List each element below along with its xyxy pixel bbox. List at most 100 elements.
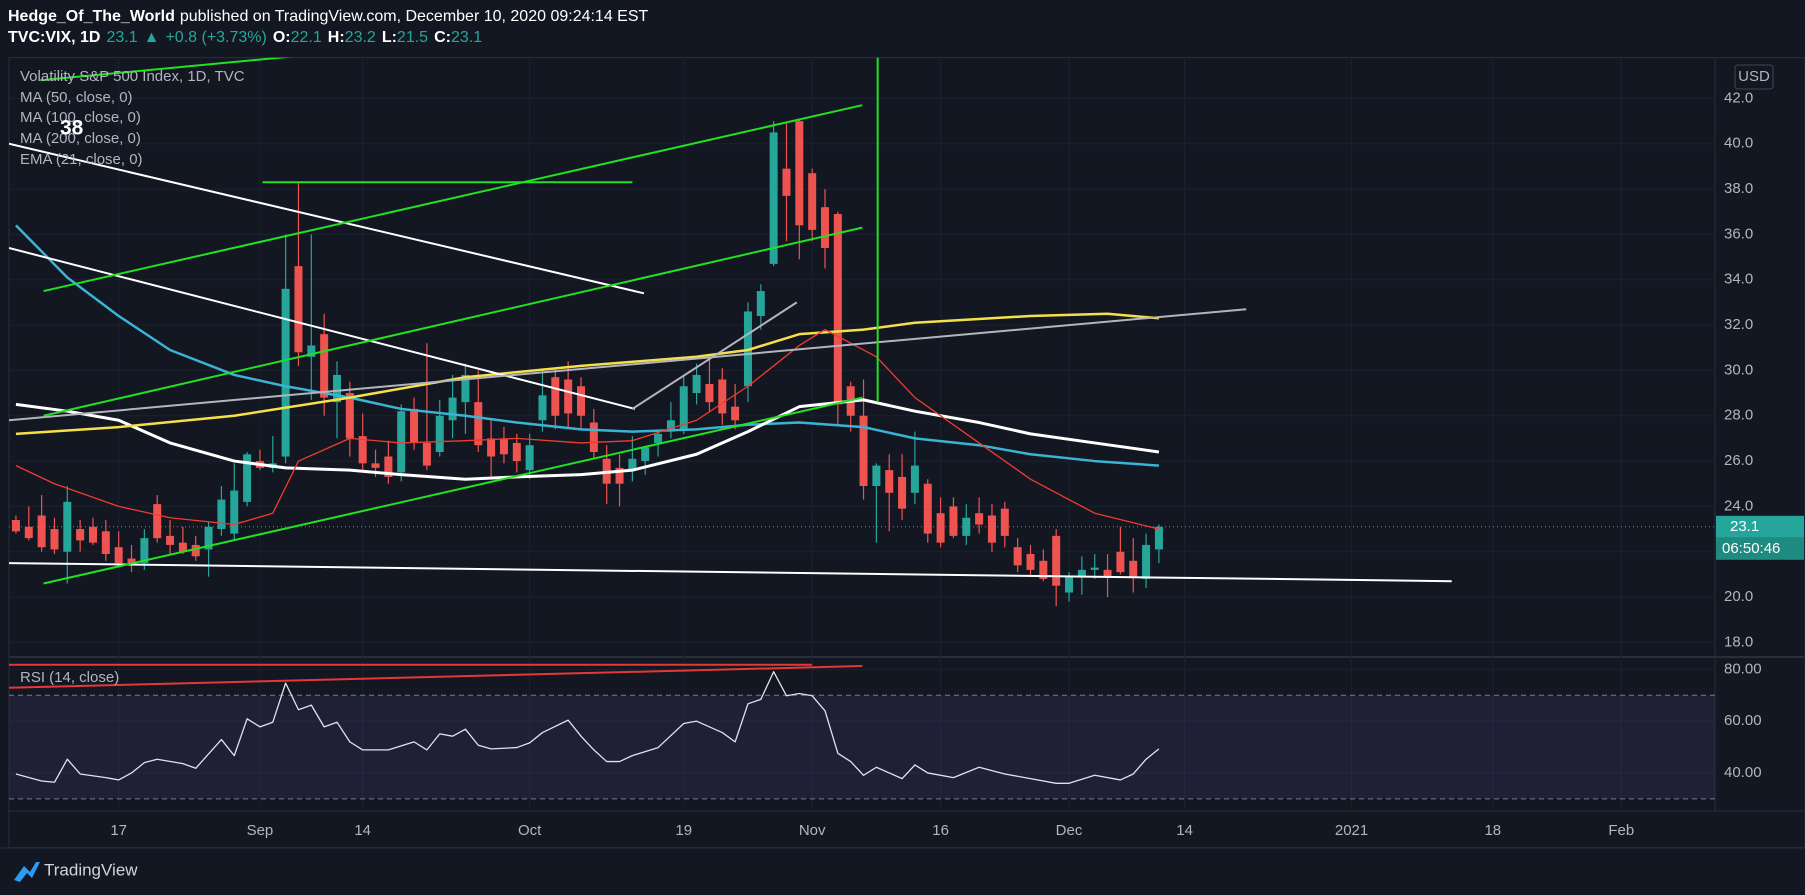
candle-body bbox=[1026, 554, 1035, 570]
candle-body bbox=[37, 515, 46, 548]
trendline bbox=[40, 57, 292, 82]
candle-body bbox=[448, 397, 457, 421]
candle-body bbox=[666, 420, 675, 432]
candle-body bbox=[1103, 569, 1112, 577]
x-tick-label: 14 bbox=[354, 822, 371, 839]
candle-body bbox=[551, 377, 560, 416]
rsi-band bbox=[9, 695, 1715, 799]
candle-body bbox=[217, 499, 226, 530]
quote-item: O: bbox=[273, 29, 291, 46]
candle-body bbox=[1065, 576, 1074, 593]
candle-body bbox=[499, 438, 508, 455]
x-tick-label: Oct bbox=[518, 822, 542, 839]
legend-title: Volatility S&P 500 Index, 1D, TVC bbox=[20, 68, 245, 85]
annotation: 38 bbox=[60, 117, 84, 140]
candle-body bbox=[692, 374, 701, 394]
candle-body bbox=[153, 504, 162, 539]
candle-body bbox=[332, 374, 341, 403]
rsi-tick-label: 60.00 bbox=[1724, 712, 1762, 729]
axes: 17 Sep 14 Oct 19 Nov 16 Dec 14 2021 18 Feb 18.0 20.0 2… bbox=[110, 89, 1804, 839]
x-tick-label: 2021 bbox=[1335, 822, 1368, 839]
candle-body bbox=[307, 345, 316, 357]
quote-item: L: bbox=[382, 29, 397, 46]
trendline bbox=[43, 396, 863, 585]
ma-line bbox=[15, 224, 1160, 467]
candle-body bbox=[11, 520, 20, 532]
quote-item: 21.5 bbox=[397, 29, 428, 46]
candle-body bbox=[705, 384, 714, 403]
candle-body bbox=[422, 442, 431, 466]
candle-body bbox=[756, 291, 765, 316]
candle-body bbox=[166, 535, 175, 545]
quote-item: 23.1 bbox=[451, 29, 482, 46]
quote-item: ▲ bbox=[144, 29, 160, 46]
candle-body bbox=[127, 558, 136, 566]
y-tick-label: 38.0 bbox=[1724, 180, 1753, 197]
x-tick-label: Feb bbox=[1608, 822, 1634, 839]
candle-body bbox=[589, 422, 598, 452]
candle-body bbox=[577, 386, 586, 416]
x-tick-label: 18 bbox=[1484, 822, 1501, 839]
currency-box[interactable] bbox=[1734, 64, 1774, 90]
candle-body bbox=[281, 288, 290, 457]
x-tick-label: Nov bbox=[799, 822, 826, 839]
rsi-line bbox=[15, 671, 1160, 784]
legend-entry: MA (200, close, 0) bbox=[20, 130, 141, 147]
ma-line bbox=[15, 328, 1160, 530]
candle-body bbox=[975, 513, 984, 525]
published: published on TradingView.com, December 1… bbox=[180, 8, 649, 25]
candle-body bbox=[1039, 560, 1048, 579]
candle-body bbox=[76, 529, 85, 541]
candle-body bbox=[628, 458, 637, 471]
ma-line bbox=[15, 398, 1160, 481]
candle-body bbox=[821, 207, 830, 248]
brand: TradingView bbox=[44, 860, 138, 879]
candle-body bbox=[718, 379, 727, 414]
candle-body bbox=[1129, 560, 1138, 577]
candle-body bbox=[910, 465, 919, 493]
candle-body bbox=[320, 334, 329, 398]
quote-item: TVC:VIX, 1D bbox=[8, 29, 100, 46]
x-tick-label: 17 bbox=[110, 822, 127, 839]
candle-body bbox=[1154, 526, 1163, 550]
candle-body bbox=[1013, 547, 1022, 566]
candle-body bbox=[833, 214, 842, 405]
trendline bbox=[9, 308, 1247, 422]
y-tick-label: 30.0 bbox=[1724, 361, 1753, 378]
candle-body bbox=[923, 483, 932, 534]
candle-body bbox=[88, 526, 97, 543]
candle-body bbox=[1090, 567, 1099, 570]
candle-body bbox=[641, 447, 650, 462]
candle-body bbox=[1052, 535, 1061, 586]
candle-body bbox=[178, 542, 187, 552]
price-label: 23.1 bbox=[1730, 518, 1759, 535]
candle-body bbox=[525, 445, 534, 471]
candle-body bbox=[487, 438, 496, 457]
candle-body bbox=[1116, 551, 1125, 573]
candle-body bbox=[538, 395, 547, 421]
candle-body bbox=[615, 467, 624, 484]
candle-body bbox=[1000, 508, 1009, 536]
x-tick-label: 16 bbox=[932, 822, 949, 839]
candle-body bbox=[410, 408, 419, 443]
y-tick-label: 34.0 bbox=[1724, 271, 1753, 288]
candle-body bbox=[358, 436, 367, 464]
candle-body bbox=[949, 506, 958, 536]
candle-body bbox=[872, 465, 881, 486]
ma-line bbox=[15, 312, 1160, 436]
candle-body bbox=[140, 538, 149, 564]
y-tick-label: 42.0 bbox=[1724, 89, 1753, 106]
candle-body bbox=[230, 490, 239, 534]
quote-item: 22.1 bbox=[291, 29, 322, 46]
x-tick-label: 19 bbox=[675, 822, 692, 839]
candle-body bbox=[512, 442, 521, 462]
trendline bbox=[9, 665, 863, 689]
candle-body bbox=[204, 526, 213, 550]
rsi-title: RSI (14, close) bbox=[20, 669, 119, 686]
y-tick-label: 28.0 bbox=[1724, 407, 1753, 424]
x-tick-label: Dec bbox=[1056, 822, 1083, 839]
legend-entry: MA (100, close, 0) bbox=[20, 109, 141, 126]
candle-body bbox=[795, 121, 804, 226]
